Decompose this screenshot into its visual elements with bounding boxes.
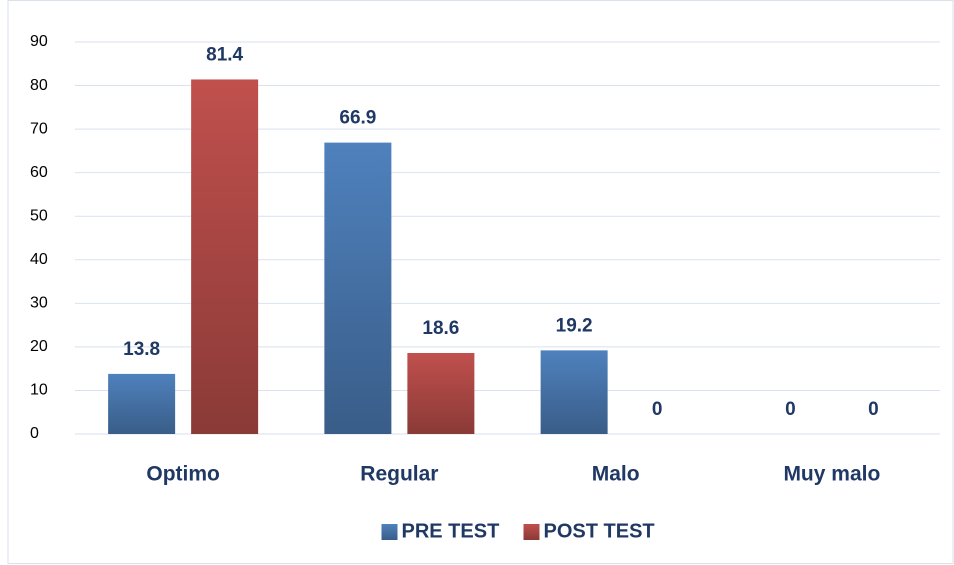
bar	[108, 373, 176, 434]
bar	[324, 142, 392, 434]
legend-label: POST TEST	[544, 520, 655, 542]
y-tick-label: 40	[30, 251, 48, 268]
value-label: 13.8	[123, 339, 160, 360]
value-label: 19.2	[556, 315, 593, 336]
bar	[407, 352, 475, 434]
y-tick-label: 10	[30, 382, 48, 399]
bar	[540, 350, 608, 434]
value-label: 0	[868, 399, 879, 420]
value-label: 0	[652, 399, 663, 420]
x-tick-label: Optimo	[146, 463, 220, 486]
y-tick-label: 80	[30, 77, 48, 94]
y-tick-label: 30	[30, 295, 48, 312]
y-tick-label: 0	[30, 425, 39, 442]
legend-swatch	[523, 524, 540, 540]
x-tick-label: Malo	[592, 463, 640, 486]
value-label: 0	[785, 399, 796, 420]
value-label: 81.4	[206, 44, 243, 65]
value-label: 66.9	[339, 108, 376, 129]
legend-swatch	[381, 524, 398, 540]
y-tick-label: 70	[30, 120, 48, 137]
x-tick-label: Regular	[360, 463, 438, 486]
x-tick-label: Muy malo	[783, 463, 880, 486]
y-tick-label: 90	[30, 33, 48, 50]
y-tick-label: 50	[30, 207, 48, 224]
y-tick-label: 60	[30, 164, 48, 181]
value-label: 18.6	[422, 318, 459, 339]
legend-label: PRE TEST	[402, 520, 500, 542]
y-tick-label: 20	[30, 338, 48, 355]
chart-frame	[7, 0, 954, 564]
bar	[191, 79, 259, 435]
